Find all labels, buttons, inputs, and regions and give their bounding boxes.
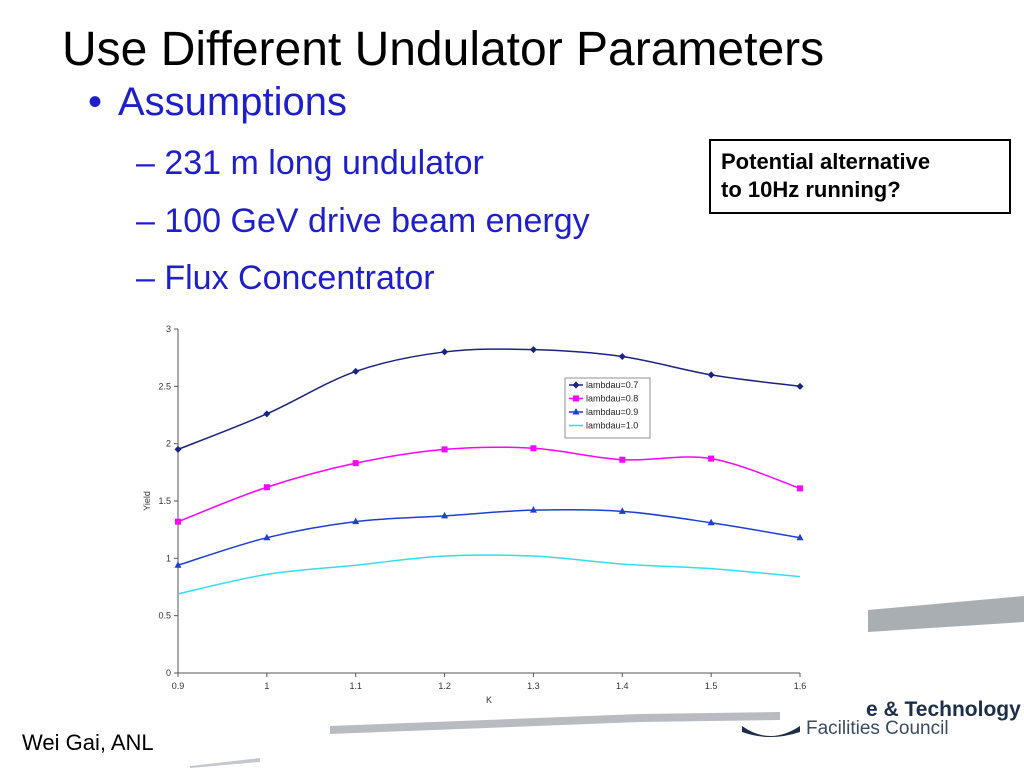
y-tick-label: 0.5 bbox=[158, 611, 171, 621]
y-axis-label: Yield bbox=[142, 491, 152, 511]
series-2-point bbox=[263, 484, 270, 491]
series-3-point bbox=[174, 561, 182, 568]
sub-item-beam-energy: – 100 GeV drive beam energy bbox=[136, 202, 590, 240]
legend-box bbox=[564, 377, 651, 439]
logo-line-1: e & Technology bbox=[866, 698, 1021, 721]
stfc-logo-mark bbox=[742, 726, 800, 737]
legend-label-1: lambdau=0.7 bbox=[586, 380, 638, 390]
bullet-assumptions: • Assumptions bbox=[88, 80, 347, 125]
legend-label-2: lambdau=0.8 bbox=[586, 394, 638, 404]
series-1-point bbox=[618, 353, 626, 361]
series-1-point bbox=[352, 367, 360, 375]
footer-author: Wei Gai, ANL bbox=[22, 730, 154, 755]
x-tick-label: 1.4 bbox=[616, 681, 629, 691]
callout-box: Potential alternative to 10Hz running? bbox=[709, 139, 1011, 214]
x-tick-label: 1.2 bbox=[438, 681, 451, 691]
series-3-point bbox=[352, 517, 360, 525]
bullet-label: Assumptions bbox=[118, 80, 347, 124]
legend-marker-3 bbox=[572, 408, 580, 415]
series-1-point bbox=[263, 410, 271, 418]
sub-item-flux-concentrator: – Flux Concentrator bbox=[136, 259, 435, 297]
series-3-point bbox=[796, 533, 804, 541]
x-tick-label: 0.9 bbox=[172, 681, 185, 691]
x-tick-label: 1.3 bbox=[527, 681, 540, 691]
series-1-point bbox=[441, 348, 449, 356]
series-1-point bbox=[174, 445, 182, 453]
series-3-point bbox=[529, 506, 537, 513]
series-line-3 bbox=[177, 508, 801, 566]
logo-line-2: Facilities Council bbox=[806, 718, 949, 739]
bullet-dot: • bbox=[88, 80, 103, 124]
series-2-point bbox=[352, 460, 359, 467]
y-tick-label: 1 bbox=[166, 553, 171, 563]
legend-label-4: lambdau=1.0 bbox=[586, 421, 638, 431]
legend-label-3: lambdau=0.9 bbox=[586, 407, 638, 417]
x-tick-label: 1.5 bbox=[705, 681, 718, 691]
series-2-point bbox=[708, 455, 715, 462]
y-tick-label: 3 bbox=[166, 324, 171, 334]
series-1-point bbox=[707, 371, 715, 379]
slide-title: Use Different Undulator Parameters bbox=[62, 23, 825, 76]
series-2-point bbox=[530, 445, 537, 452]
series-2-point bbox=[441, 446, 448, 453]
sub-item-undulator-length: – 231 m long undulator bbox=[136, 144, 484, 182]
series-3-point bbox=[263, 533, 271, 541]
x-tick-label: 1 bbox=[264, 681, 269, 691]
series-3-point bbox=[707, 518, 715, 526]
callout-line-2: to 10Hz running? bbox=[721, 177, 901, 202]
series-line-2 bbox=[177, 446, 801, 523]
series-line-4 bbox=[177, 554, 801, 595]
x-tick-label: 1.6 bbox=[794, 681, 807, 691]
series-3-point bbox=[618, 507, 626, 514]
legend-marker-1 bbox=[572, 381, 580, 389]
legend-marker-2 bbox=[573, 395, 579, 402]
series-2-point bbox=[175, 518, 181, 525]
y-tick-label: 1.5 bbox=[158, 496, 171, 506]
series-2-point bbox=[797, 485, 803, 492]
series-3-point bbox=[441, 511, 449, 519]
y-tick-label: 0 bbox=[166, 668, 171, 678]
series-line-1 bbox=[177, 348, 801, 451]
callout-line-1: Potential alternative bbox=[721, 149, 931, 174]
y-tick-label: 2.5 bbox=[158, 381, 171, 391]
x-axis-label: K bbox=[486, 695, 492, 705]
series-2-point bbox=[619, 456, 626, 463]
y-tick-label: 2 bbox=[166, 439, 171, 449]
yield-chart: 0 0.5 1 1.5 2 2.5 3 0.9 1 1.1 1.2 1.3 1.4 1.5 1.6 K Yiel… bbox=[142, 324, 807, 705]
x-tick-label: 1.1 bbox=[349, 681, 362, 691]
series-1-point bbox=[529, 346, 537, 354]
series-1-point bbox=[796, 382, 804, 390]
